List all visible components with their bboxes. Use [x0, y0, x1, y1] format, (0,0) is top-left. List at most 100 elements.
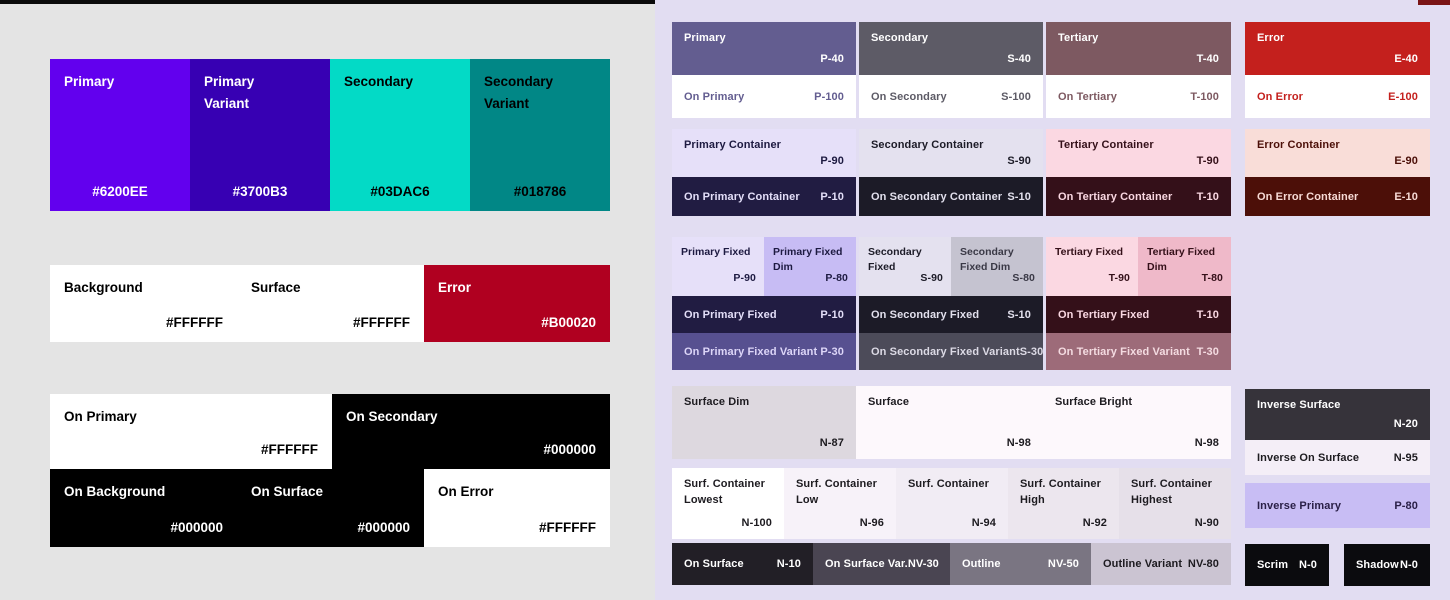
swatch-on-primary-container: On Primary Container P-10 — [672, 177, 856, 216]
swatch-inverse-primary: Inverse Primary P-80 — [1245, 483, 1430, 528]
swatch-primary-fixed-dim: Primary Fixed Dim P-80 — [764, 237, 856, 296]
swatch-on-primary-fixed-variant: On Primary Fixed Variant P-30 — [672, 333, 856, 370]
swatch-token: N-96 — [859, 517, 884, 529]
swatch-surface-bright: Surface Bright N-98 — [1043, 386, 1231, 459]
swatch-label: Tertiary Fixed Dim — [1147, 246, 1216, 274]
swatch-token: P-90 — [820, 155, 844, 167]
swatch-hex: #000000 — [543, 442, 596, 457]
swatch-label: On Secondary — [346, 409, 438, 424]
swatch-outline: Outline NV-50 — [950, 543, 1091, 585]
swatch-token: E-90 — [1394, 155, 1418, 167]
swatch-label: Primary Fixed Dim — [773, 246, 843, 274]
swatch-token: N-10 — [776, 558, 801, 570]
swatch-label: Secondary Fixed — [868, 246, 922, 274]
swatch-token: P-80 — [825, 272, 848, 284]
swatch-primary-variant: Primary Variant #3700B3 — [190, 59, 330, 211]
swatch-token: N-95 — [1393, 451, 1418, 464]
swatch-token: T-80 — [1201, 272, 1223, 284]
swatch-label: On Error — [1257, 90, 1304, 103]
swatch-label: On Primary — [684, 90, 745, 103]
swatch-label: Secondary Variant — [484, 74, 554, 112]
swatch-label: Primary Variant — [204, 74, 255, 112]
swatch-token: T-100 — [1190, 90, 1219, 103]
swatch-token: N-92 — [1082, 517, 1107, 529]
swatch-token: N-87 — [819, 437, 844, 449]
swatch-hex: #B00020 — [541, 315, 596, 330]
swatch-label: Error Container — [1257, 139, 1340, 151]
swatch-on-error-container: On Error Container E-10 — [1245, 177, 1430, 216]
swatch-label: On Surface — [684, 558, 744, 570]
swatch-on-tertiary-fixed-variant: On Tertiary Fixed Variant T-30 — [1046, 333, 1231, 370]
swatch-on-primary-fixed: On Primary Fixed P-10 — [672, 296, 856, 333]
swatch-hex: #FFFFFF — [261, 442, 318, 457]
swatch-token: P-10 — [820, 308, 844, 321]
swatch-error: Error #B00020 — [424, 265, 610, 342]
swatch-on-tertiary-container: On Tertiary Container T-10 — [1046, 177, 1231, 216]
swatch-label: Tertiary — [1058, 32, 1099, 44]
swatch-token: S-30 — [1019, 345, 1044, 358]
swatch-label: On Surface Var. — [825, 558, 908, 570]
swatch-label: Secondary Fixed Dim — [960, 246, 1014, 274]
swatch-label: Shadow — [1356, 559, 1399, 571]
swatch-inverse-on-surface: Inverse On Surface N-95 — [1245, 440, 1430, 475]
swatch-on-secondary-100: On Secondary S-100 — [859, 75, 1043, 118]
swatch-surface-container: Surf. Container N-94 — [896, 468, 1008, 539]
swatch-secondary-40: Secondary S-40 — [859, 22, 1043, 75]
swatch-error-40: Error E-40 — [1245, 22, 1430, 75]
swatch-label: On Background — [64, 484, 166, 499]
swatch-label: On Tertiary Container — [1058, 190, 1173, 203]
swatch-hex: #000000 — [170, 520, 223, 535]
swatch-surface-container-low: Surf. Container Low N-96 — [784, 468, 896, 539]
swatch-label: Primary — [64, 74, 115, 89]
swatch-token: T-30 — [1196, 345, 1219, 358]
swatch-label: On Primary Container — [684, 190, 800, 203]
swatch-hex: #000000 — [357, 520, 410, 535]
swatch-label: Tertiary Fixed — [1055, 246, 1124, 258]
swatch-secondary-variant: Secondary Variant #018786 — [470, 59, 610, 211]
swatch-secondary: Secondary #03DAC6 — [330, 59, 470, 211]
swatch-label: Surface Dim — [684, 396, 750, 408]
swatch-background: Background #FFFFFF — [50, 265, 237, 342]
swatch-token: E-100 — [1388, 90, 1418, 103]
swatch-label: Inverse Surface — [1257, 399, 1341, 411]
swatch-on-tertiary-fixed: On Tertiary Fixed T-10 — [1046, 296, 1231, 333]
swatch-label: Surf. Container Highest — [1131, 478, 1212, 506]
swatch-token: S-80 — [1012, 272, 1035, 284]
swatch-label: Surface — [868, 396, 910, 408]
swatch-on-secondary-container: On Secondary Container S-10 — [859, 177, 1043, 216]
swatch-label: Surface — [251, 280, 301, 295]
swatch-label: On Tertiary — [1058, 90, 1117, 103]
swatch-outline-variant: Outline Variant NV-80 — [1091, 543, 1231, 585]
swatch-token: N-98 — [1006, 437, 1031, 449]
swatch-label: On Secondary Container — [871, 190, 1003, 203]
swatch-tertiary-40: Tertiary T-40 — [1046, 22, 1231, 75]
swatch-on-primary-100: On Primary P-100 — [672, 75, 856, 118]
swatch-token: S-40 — [1007, 53, 1031, 65]
top-divider-bar — [0, 0, 655, 4]
swatch-error-container: Error Container E-90 — [1245, 129, 1430, 177]
swatch-on-secondary: On Secondary #000000 — [332, 394, 610, 469]
swatch-surface-container-lowest: Surf. Container Lowest N-100 — [672, 468, 784, 539]
swatch-surface-container-high: Surf. Container High N-92 — [1008, 468, 1119, 539]
swatch-token: N-90 — [1194, 517, 1219, 529]
swatch-label: Secondary — [344, 74, 414, 89]
m2-palette-panel: Primary #6200EE Primary Variant #3700B3 … — [0, 0, 655, 600]
swatch-token: T-10 — [1196, 308, 1219, 321]
swatch-token: S-10 — [1007, 308, 1031, 321]
swatch-primary-40: Primary P-40 — [672, 22, 856, 75]
swatch-label: Inverse Primary — [1257, 499, 1342, 512]
corner-accent-strip — [1418, 0, 1450, 5]
swatch-label: Surf. Container — [908, 478, 989, 490]
swatch-label: Outline — [962, 558, 1001, 570]
swatch-label: Secondary Container — [871, 139, 984, 151]
swatch-primary-container: Primary Container P-90 — [672, 129, 856, 177]
swatch-label: On Error — [438, 484, 494, 499]
swatch-label: On Primary — [64, 409, 137, 424]
swatch-shadow: Shadow N-0 — [1344, 544, 1430, 586]
swatch-hex: #FFFFFF — [166, 315, 223, 330]
swatch-token: S-90 — [1007, 155, 1031, 167]
swatch-label: On Error Container — [1257, 190, 1359, 203]
swatch-tertiary-container: Tertiary Container T-90 — [1046, 129, 1231, 177]
swatch-label: Error — [438, 280, 472, 295]
swatch-token: NV-30 — [907, 558, 939, 570]
